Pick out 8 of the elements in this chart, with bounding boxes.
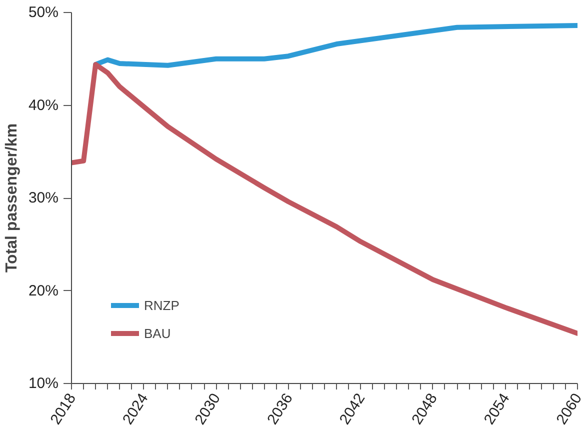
y-tick-label: 50%: [28, 4, 59, 21]
y-tick-label: 20%: [28, 282, 59, 300]
y-tick-label: 40%: [28, 96, 59, 114]
y-tick-label: 10%: [28, 375, 59, 392]
y-axis-title: Total passenger/km: [3, 123, 20, 273]
y-tick-label: 30%: [28, 190, 59, 206]
legend-label: RNZP: [144, 298, 180, 312]
legend-label: BAU: [144, 326, 171, 340]
